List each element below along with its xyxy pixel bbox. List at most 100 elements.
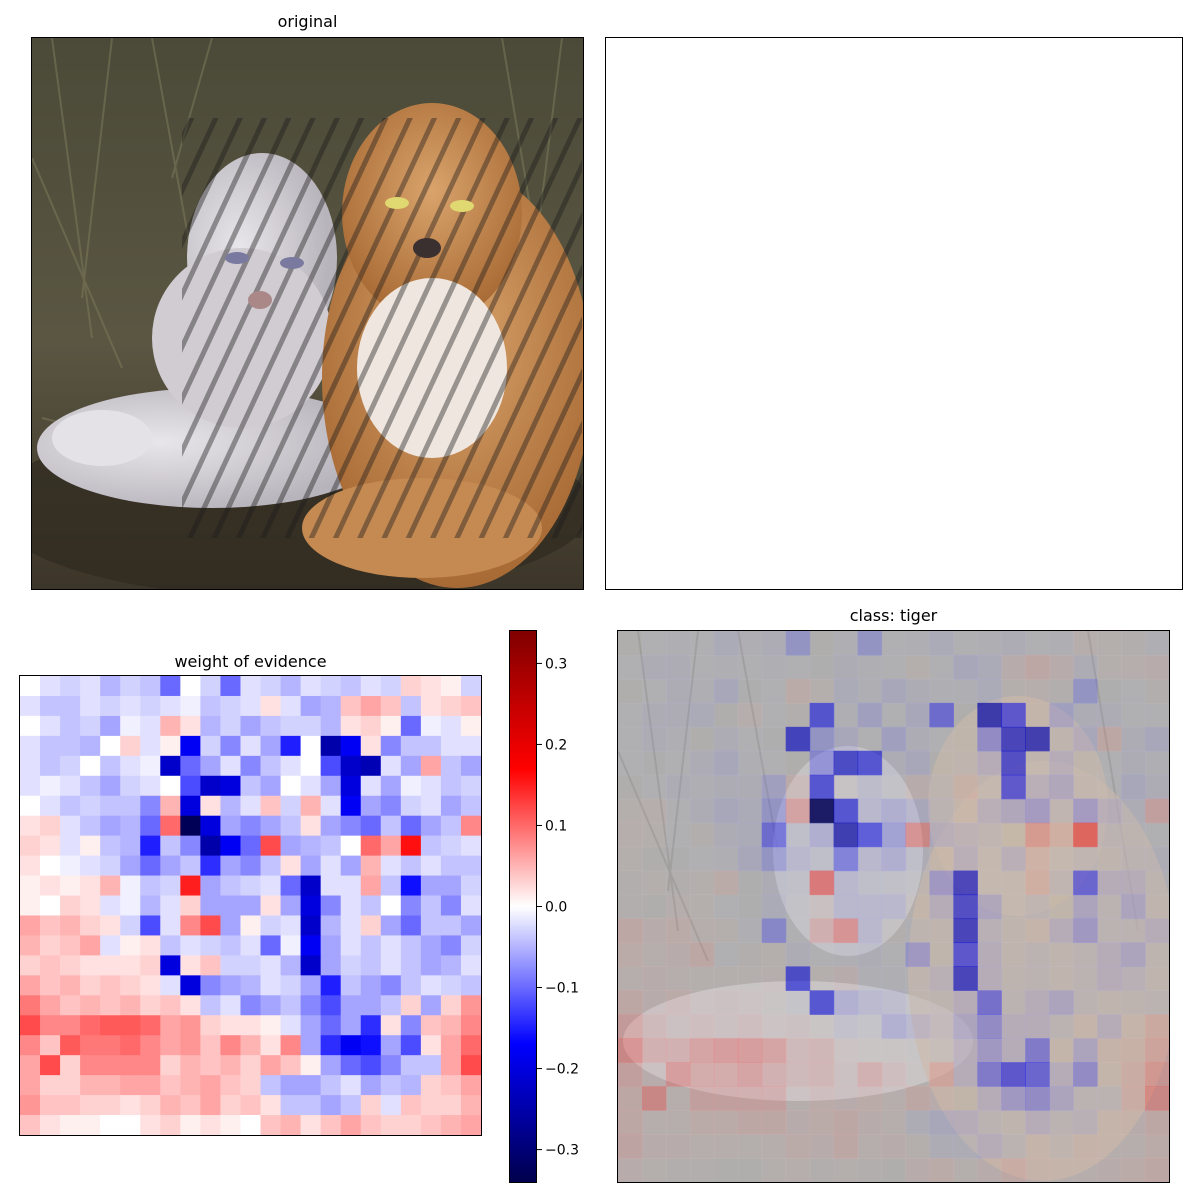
heatmap-cell <box>440 895 462 917</box>
overlay-cell <box>689 726 715 752</box>
heatmap-cell <box>280 955 302 976</box>
overlay-cell <box>689 631 715 656</box>
heatmap-cell <box>320 676 342 697</box>
overlay-cell <box>737 1062 763 1087</box>
heatmap-cell <box>100 775 121 797</box>
heatmap-cell <box>60 1095 81 1116</box>
heatmap-cell <box>240 676 262 697</box>
overlay-cell <box>905 654 931 680</box>
heatmap-cell <box>340 775 362 797</box>
heatmap-cell <box>80 935 101 956</box>
overlay-cell <box>1145 798 1169 824</box>
heatmap-cell <box>40 835 61 857</box>
heatmap-cell <box>220 1075 242 1096</box>
heatmap-cell <box>40 775 61 797</box>
overlay-cell <box>1121 654 1146 680</box>
heatmap-cell <box>380 935 402 956</box>
overlay-cell <box>929 822 954 848</box>
overlay-cell <box>713 1014 739 1039</box>
overlay-cell <box>929 870 954 896</box>
heatmap-cell <box>280 1095 302 1116</box>
overlay-cell <box>713 846 739 872</box>
heatmap-cell <box>400 676 422 697</box>
overlay-cell <box>1001 1158 1026 1182</box>
overlay-cell <box>1025 1014 1050 1039</box>
heatmap-cell <box>320 735 342 757</box>
heatmap-cell <box>240 695 262 717</box>
overlay-cell <box>1097 1086 1122 1111</box>
heatmap-cell <box>300 915 322 937</box>
overlay-cell <box>881 1110 907 1135</box>
overlay-cell <box>785 1062 811 1087</box>
overlay-cell <box>929 918 954 944</box>
overlay-cell <box>641 918 667 944</box>
heatmap-cell <box>400 715 422 737</box>
heatmap-cell <box>420 875 442 897</box>
overlay-cell <box>905 1134 931 1159</box>
overlay-cell <box>905 750 931 776</box>
class-overlay-panel <box>617 630 1170 1183</box>
heatmap-cells <box>20 676 481 1135</box>
heatmap-cell <box>140 676 161 697</box>
heatmap-cell <box>60 1055 81 1076</box>
heatmap-cell <box>200 855 222 877</box>
overlay-cell <box>929 631 954 656</box>
heatmap-cell <box>120 715 141 737</box>
overlay-cell <box>737 846 763 872</box>
overlay-cell <box>1001 846 1026 872</box>
heatmap-cell <box>460 835 481 857</box>
heatmap-cell <box>400 835 422 857</box>
overlay-cell <box>689 750 715 776</box>
heatmap-cell <box>400 1095 422 1116</box>
heatmap-cell <box>160 1055 181 1076</box>
overlay-cell <box>881 918 907 944</box>
overlay-cell <box>929 1062 954 1087</box>
heatmap-cell <box>460 676 481 697</box>
overlay-cell <box>1145 966 1169 991</box>
overlay-cell <box>905 990 931 1015</box>
heatmap-cell <box>280 1055 302 1076</box>
heatmap-cell <box>400 735 422 757</box>
heatmap-cell <box>80 795 101 817</box>
overlay-cell <box>1145 918 1169 944</box>
overlay-cell <box>665 870 691 896</box>
heatmap-cell <box>40 715 61 737</box>
overlay-cell <box>737 654 763 680</box>
overlay-cell <box>785 966 811 991</box>
overlay-cell <box>785 631 811 656</box>
heatmap-cell <box>360 1055 382 1076</box>
heatmap-cell <box>60 955 81 976</box>
heatmap-cell <box>460 1075 481 1096</box>
heatmap-cell <box>260 955 282 976</box>
heatmap-cell <box>340 955 362 976</box>
heatmap-cell <box>20 955 41 976</box>
heatmap-cell <box>300 715 322 737</box>
overlay-cell <box>1073 1134 1098 1159</box>
heatmap-cell <box>240 895 262 917</box>
overlay-cell <box>761 966 787 991</box>
overlay-cell <box>833 774 859 800</box>
overlay-cell <box>785 702 811 728</box>
overlay-cell <box>1121 1014 1146 1039</box>
heatmap-cell <box>440 1035 462 1056</box>
heatmap-cell <box>400 1015 422 1036</box>
heatmap-cell <box>160 735 181 757</box>
heatmap-cell <box>220 1035 242 1056</box>
heatmap-cell <box>440 975 462 996</box>
heatmap-cell <box>180 875 201 897</box>
heatmap-cell <box>420 695 442 717</box>
overlay-cell <box>1001 631 1026 656</box>
overlay-cell <box>977 918 1002 944</box>
overlay-cell <box>1145 1134 1169 1159</box>
heatmap-cell <box>120 1115 141 1135</box>
overlay-cell <box>1073 1062 1098 1087</box>
overlay-cell <box>905 942 931 967</box>
heatmap-cell <box>160 775 181 797</box>
overlay-cell <box>785 1086 811 1111</box>
heatmap-cell <box>380 1075 402 1096</box>
overlay-cell <box>618 822 643 848</box>
overlay-cell <box>809 846 835 872</box>
overlay-cell <box>1025 1086 1050 1111</box>
overlay-cell <box>905 1086 931 1111</box>
heatmap-cell <box>100 1035 121 1056</box>
